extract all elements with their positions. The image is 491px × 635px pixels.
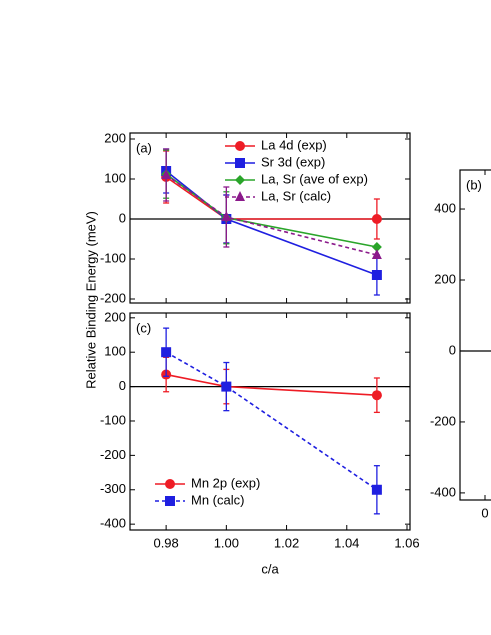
series-line (165, 351, 378, 491)
y-tick-label: -100 (100, 412, 126, 427)
panel-label: (c) (136, 320, 151, 335)
plot-frame (129, 312, 411, 531)
x-tick-label: 1.04 (334, 535, 359, 550)
y-tick-label: 0 (449, 342, 456, 357)
y-tick-label: 0 (119, 378, 126, 393)
panel-label: (a) (136, 140, 152, 155)
y-tick-label: -100 (100, 250, 126, 265)
x-tick-label: 1.00 (214, 535, 239, 550)
y-tick-label: 200 (104, 130, 126, 145)
legend-label: Mn (calc) (191, 492, 244, 507)
marker (371, 390, 382, 401)
legend-marker (235, 141, 245, 151)
legend-label: La 4d (exp) (261, 137, 327, 152)
y-axis-label: Relative Binding Energy (meV) (83, 211, 98, 389)
legend-marker (235, 191, 245, 201)
x-axis-label: c/a (261, 561, 279, 576)
marker (371, 484, 382, 495)
y-tick-label: 100 (104, 344, 126, 359)
series-line (165, 174, 378, 256)
y-tick-label: 100 (104, 170, 126, 185)
marker (221, 211, 232, 221)
y-tick-label: 200 (434, 271, 456, 286)
y-tick-label: -400 (100, 516, 126, 531)
y-tick-label: 0 (119, 210, 126, 225)
plot-frame (459, 169, 491, 501)
series-line (165, 170, 378, 276)
legend-marker (235, 158, 245, 168)
legend-label: Sr 3d (exp) (261, 154, 325, 169)
x-tick-label: 0 (481, 505, 488, 520)
marker (161, 169, 172, 179)
panel-label: (b) (466, 177, 482, 192)
legend-marker (165, 479, 175, 489)
y-tick-label: 400 (434, 200, 456, 215)
legend-marker (235, 175, 245, 185)
marker (221, 381, 232, 392)
x-tick-label: 1.06 (394, 535, 419, 550)
y-tick-label: -200 (100, 290, 126, 305)
legend-label: La, Sr (calc) (261, 188, 331, 203)
y-tick-label: -200 (100, 447, 126, 462)
marker (371, 214, 382, 224)
legend-marker (165, 496, 175, 506)
marker (371, 270, 382, 280)
y-tick-label: -300 (100, 481, 126, 496)
y-tick-label: -200 (430, 413, 456, 428)
marker (161, 347, 172, 358)
legend-label: La, Sr (ave of exp) (261, 171, 368, 186)
y-tick-label: -400 (430, 484, 456, 499)
x-tick-label: 0.98 (153, 535, 178, 550)
marker (371, 249, 382, 259)
plot-frame (129, 132, 411, 304)
legend-label: Mn 2p (exp) (191, 475, 260, 490)
x-tick-label: 1.02 (274, 535, 299, 550)
y-tick-label: 200 (104, 309, 126, 324)
series-line (165, 373, 377, 396)
marker (371, 242, 382, 252)
